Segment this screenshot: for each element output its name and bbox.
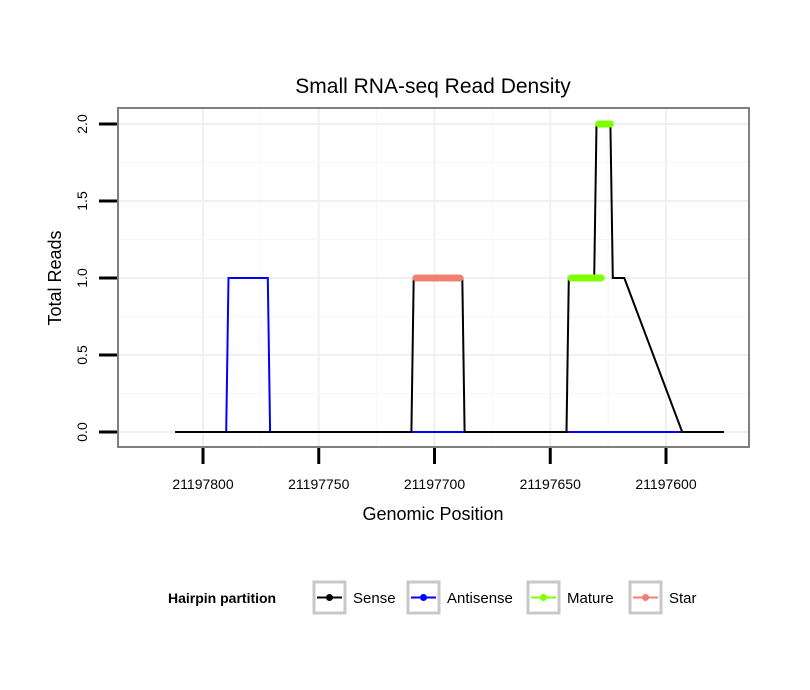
legend-key-dot [420, 594, 427, 601]
y-tick-label: 0.0 [74, 422, 90, 442]
legend-label: Sense [353, 590, 396, 607]
y-tick-label: 2.0 [74, 114, 90, 134]
legend-label: Star [669, 590, 697, 607]
y-tick-label: 1.0 [74, 268, 90, 288]
x-tick-label: 21197750 [288, 476, 349, 492]
y-tick-label: 1.5 [74, 191, 90, 211]
x-tick-label: 21197600 [635, 476, 696, 492]
legend-label: Mature [567, 590, 614, 607]
legend-title: Hairpin partition [168, 590, 276, 606]
legend-key-dot [642, 594, 649, 601]
panel-border [117, 107, 750, 448]
y-tick-label: 0.5 [74, 345, 90, 365]
plot-area: 21197800 21197750 21197700 21197650 21197600… [74, 107, 750, 492]
legend-item-antisense: Antisense [406, 580, 513, 615]
legend-key-dot [540, 594, 547, 601]
x-tick-label: 21197800 [172, 476, 233, 492]
legend: Hairpin partition Sense Antisense Mature St… [168, 580, 697, 615]
legend-item-mature: Mature [526, 580, 614, 615]
legend-key-dot [326, 594, 333, 601]
chart-title: Small RNA-seq Read Density [295, 75, 571, 98]
legend-label: Antisense [447, 590, 513, 607]
x-tick-label: 21197650 [520, 476, 581, 492]
x-tick-label: 21197700 [404, 476, 465, 492]
legend-item-star: Star [628, 580, 697, 615]
legend-item-sense: Sense [312, 580, 396, 615]
y-axis-label: Total Reads [45, 230, 65, 325]
x-axis-label: Genomic Position [362, 504, 503, 524]
